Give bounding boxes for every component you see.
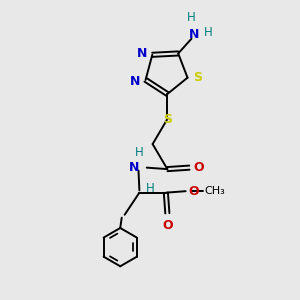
Text: H: H	[187, 11, 196, 24]
Text: H: H	[204, 26, 213, 39]
Text: O: O	[163, 219, 173, 232]
Text: S: S	[164, 112, 172, 126]
Text: S: S	[193, 71, 202, 84]
Text: CH₃: CH₃	[205, 186, 226, 196]
Text: N: N	[189, 28, 200, 41]
Text: H: H	[146, 182, 154, 195]
Text: O: O	[188, 185, 199, 198]
Text: N: N	[136, 47, 147, 60]
Text: O: O	[194, 161, 205, 174]
Text: N: N	[130, 75, 140, 88]
Text: N: N	[129, 161, 140, 174]
Text: H: H	[135, 146, 144, 159]
